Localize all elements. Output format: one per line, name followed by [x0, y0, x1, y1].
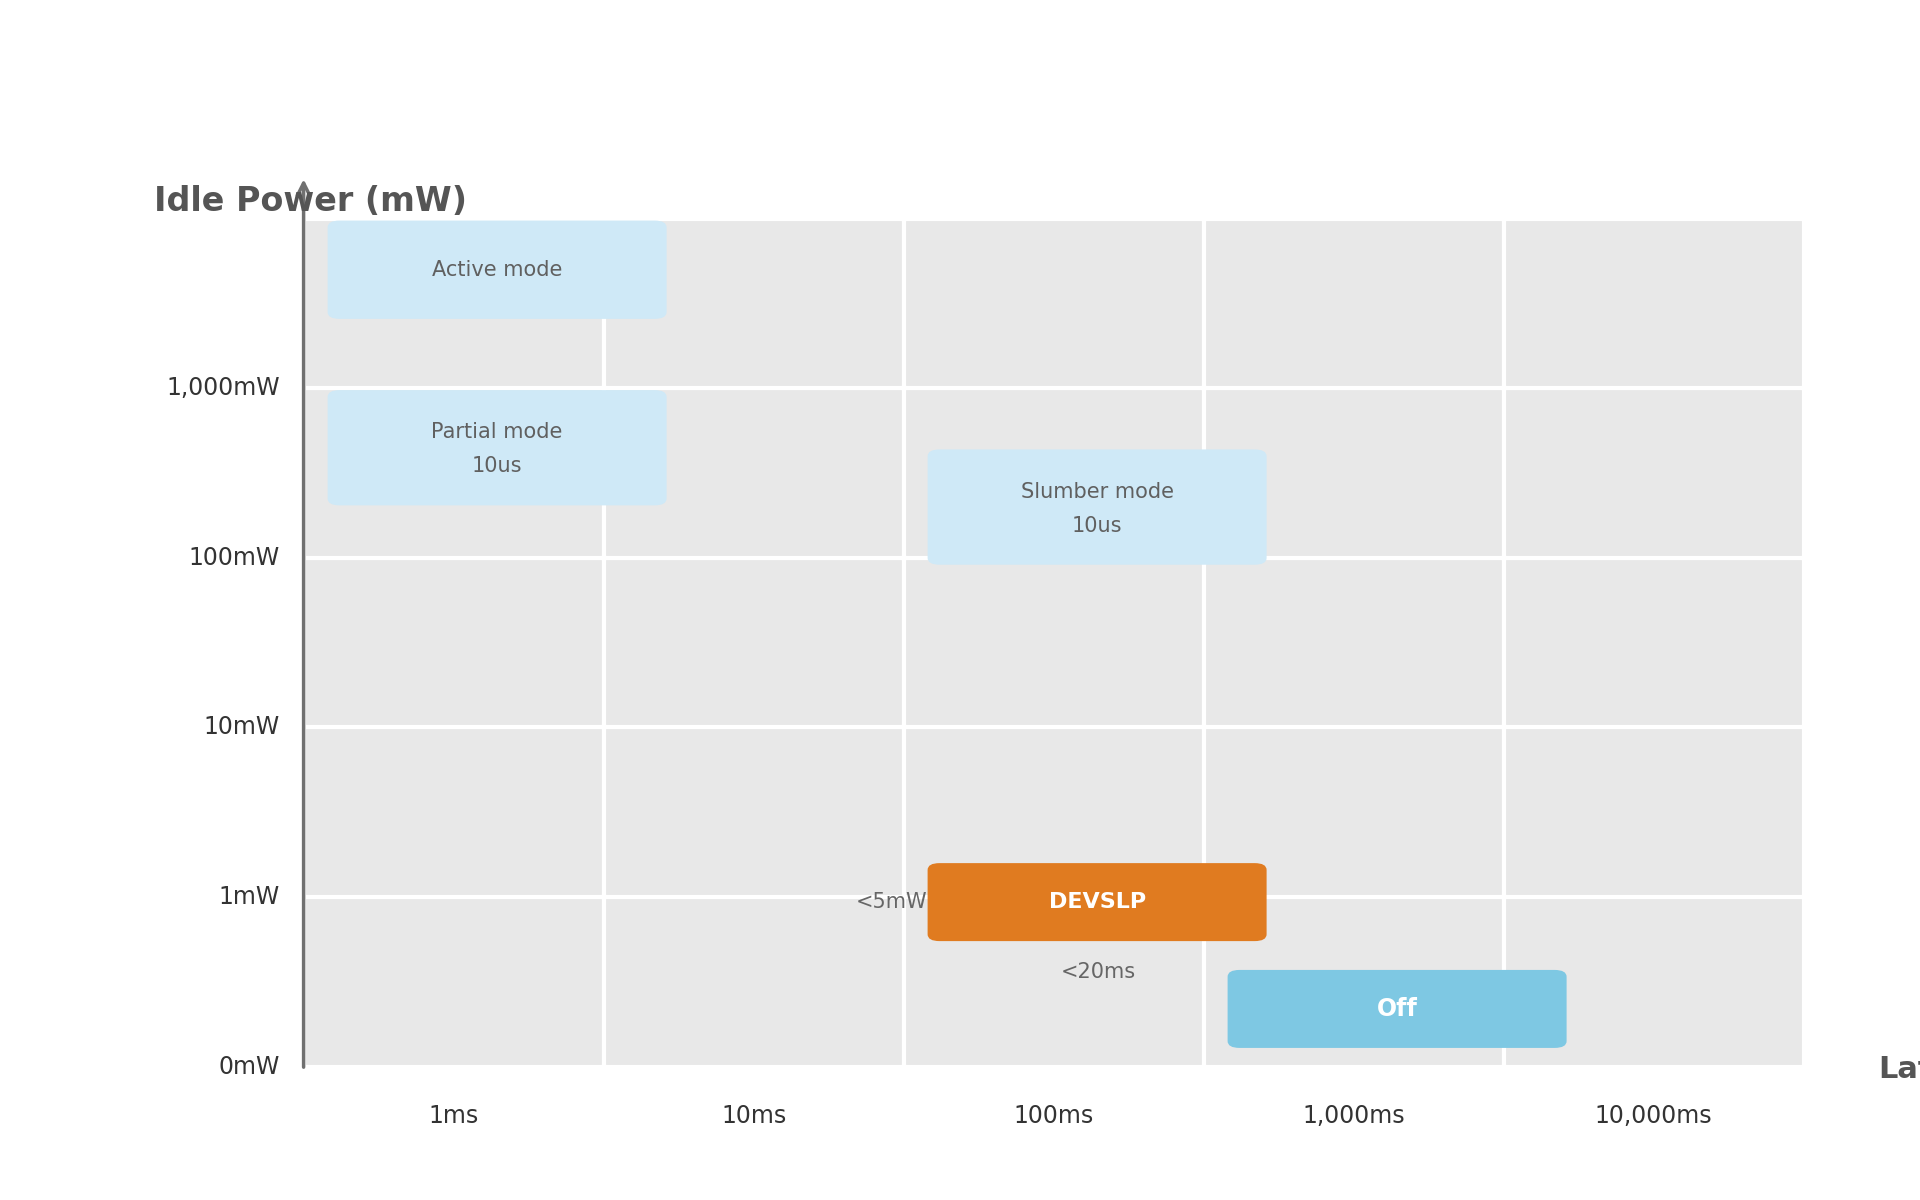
Text: DEVSLP: DEVSLP	[1048, 892, 1146, 912]
Bar	[1503, 389, 1803, 558]
FancyBboxPatch shape	[927, 450, 1267, 565]
Bar	[1204, 218, 1503, 389]
Bar	[1204, 558, 1503, 727]
FancyBboxPatch shape	[927, 863, 1267, 941]
Text: 1,000ms: 1,000ms	[1302, 1104, 1405, 1128]
Bar	[1503, 218, 1803, 389]
Bar	[303, 727, 603, 898]
Bar	[904, 389, 1204, 558]
Bar	[603, 727, 904, 898]
Text: <5mW: <5mW	[856, 892, 927, 912]
Bar	[303, 389, 603, 558]
Bar	[603, 558, 904, 727]
Bar	[1503, 898, 1803, 1067]
Text: <20ms: <20ms	[1062, 961, 1137, 982]
Text: Off: Off	[1377, 997, 1417, 1021]
Text: 10ms: 10ms	[722, 1104, 785, 1128]
FancyBboxPatch shape	[328, 390, 666, 505]
Bar	[603, 389, 904, 558]
Text: 1,000mW: 1,000mW	[165, 377, 280, 401]
Bar	[1503, 727, 1803, 898]
Bar	[904, 558, 1204, 727]
Bar	[1204, 898, 1503, 1067]
Text: 10us: 10us	[472, 456, 522, 476]
Text: 10,000ms: 10,000ms	[1596, 1104, 1713, 1128]
Bar	[303, 898, 603, 1067]
Text: 100ms: 100ms	[1014, 1104, 1094, 1128]
Text: 0mW: 0mW	[219, 1055, 280, 1079]
Text: Partial mode: Partial mode	[432, 422, 563, 443]
Text: 10us: 10us	[1071, 516, 1123, 535]
Text: Latency: Latency	[1878, 1056, 1920, 1085]
Text: 1mW: 1mW	[219, 886, 280, 910]
Text: 1ms: 1ms	[428, 1104, 478, 1128]
Bar	[904, 218, 1204, 389]
Text: Idle Power (mW): Idle Power (mW)	[154, 185, 467, 218]
Bar	[303, 558, 603, 727]
Bar	[904, 727, 1204, 898]
Text: 100mW: 100mW	[188, 546, 280, 570]
Bar	[1204, 727, 1503, 898]
Bar	[1503, 558, 1803, 727]
Text: Figure 3. Power vs. latency between partial mode, slumber mode and DEVSLP: Figure 3. Power vs. latency between part…	[48, 68, 1332, 97]
Text: Active mode: Active mode	[432, 259, 563, 280]
Bar	[603, 218, 904, 389]
Text: 10mW: 10mW	[204, 715, 280, 739]
Bar	[303, 218, 603, 389]
FancyBboxPatch shape	[328, 221, 666, 319]
Bar	[904, 898, 1204, 1067]
Bar	[603, 898, 904, 1067]
Bar	[1204, 389, 1503, 558]
Text: Slumber mode: Slumber mode	[1021, 482, 1173, 502]
FancyBboxPatch shape	[1227, 970, 1567, 1048]
